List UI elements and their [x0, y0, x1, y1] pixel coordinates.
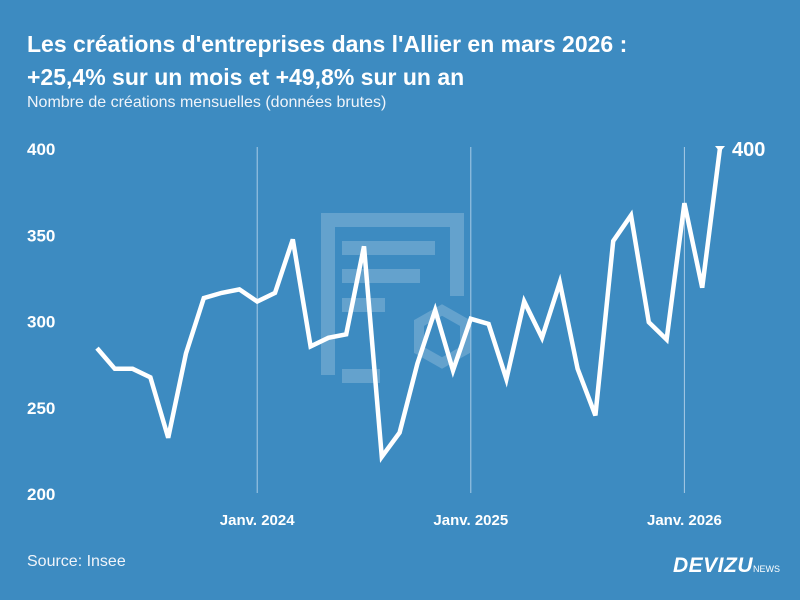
series-line: [95, 147, 723, 463]
x-tick-label: Janv. 2024: [220, 512, 295, 529]
x-tick-label: Janv. 2026: [647, 512, 722, 529]
brand-logo: DEVIZUNEWS: [673, 554, 781, 577]
source-note: Source: Insee: [27, 553, 126, 570]
y-tick-label: 400: [27, 140, 55, 159]
title-line-2: +25,4% sur un mois et +49,8% sur un an: [27, 64, 465, 90]
chart-subtitle: Nombre de créations mensuelles (données …: [27, 94, 387, 111]
chart-title: Les créations d'entreprises dans l'Allie…: [27, 28, 627, 94]
end-value-label: 400: [732, 139, 765, 161]
y-tick-label: 250: [27, 399, 55, 418]
y-tick-label: 350: [27, 226, 55, 245]
end-marker: [715, 146, 725, 152]
watermark-logo: [321, 213, 470, 383]
y-tick-label: 200: [27, 485, 55, 504]
x-tick-label: Janv. 2025: [433, 512, 508, 529]
y-tick-label: 300: [27, 313, 55, 332]
title-line-1: Les créations d'entreprises dans l'Allie…: [27, 31, 628, 57]
